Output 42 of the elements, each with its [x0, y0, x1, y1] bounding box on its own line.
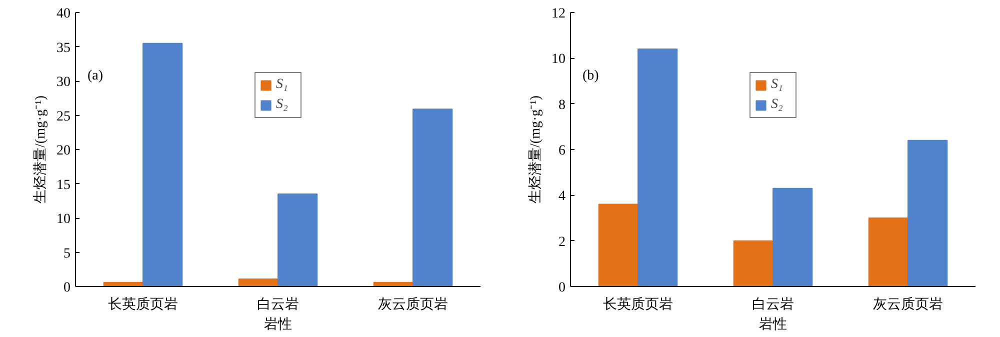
annotation: (b) [582, 68, 600, 84]
y-axis-title: 生烃潜量/(mg·g⁻¹) [528, 95, 544, 204]
y-tick-label: 2 [558, 234, 566, 250]
y-tick-label: 10 [552, 52, 566, 68]
y-tick-label: 5 [64, 246, 70, 262]
bar [733, 240, 774, 286]
y-tick-label: 35 [56, 40, 70, 56]
y-tick-label: 30 [56, 75, 70, 90]
bar [142, 42, 183, 286]
legend-label: S₁ [771, 77, 784, 93]
legend-label: S₂ [771, 97, 784, 113]
x-tick-label: 灰云质页岩 [873, 296, 943, 312]
x-tick-label: 长英质页岩 [108, 296, 178, 312]
bar [598, 204, 638, 286]
y-tick-label: 8 [558, 98, 566, 113]
y-axis-title: 生烃潜量/(mg·g⁻¹) [32, 95, 48, 204]
y-tick-label: 20 [56, 144, 70, 158]
bar [638, 48, 678, 286]
x-tick-label: 白云岩 [257, 296, 299, 312]
y-tick-label: 6 [558, 144, 566, 158]
y-tick-label: 4 [558, 189, 566, 204]
y-tick-label: 10 [56, 212, 70, 227]
bar [278, 194, 318, 286]
legend-label: S₂ [276, 97, 289, 113]
bar [908, 140, 948, 286]
bar [772, 188, 813, 286]
x-tick-label: 白云岩 [752, 296, 794, 312]
y-tick-label: 0 [64, 280, 70, 296]
legend-label: S₁ [276, 77, 289, 93]
y-tick-label: 40 [56, 6, 70, 22]
y-tick-label: 25 [56, 109, 70, 124]
bar [412, 108, 453, 286]
y-tick-label: 12 [552, 6, 566, 22]
y-tick-label: 15 [56, 178, 70, 193]
x-tick-label: 长英质页岩 [603, 296, 673, 312]
annotation: (a) [88, 68, 104, 84]
x-axis-title: 岩性 [264, 316, 292, 332]
bar [238, 278, 278, 286]
y-tick-label: 0 [558, 280, 566, 296]
x-axis-title: 岩性 [759, 316, 787, 332]
x-tick-label: 灰云质页岩 [378, 296, 448, 312]
bar [868, 218, 908, 286]
